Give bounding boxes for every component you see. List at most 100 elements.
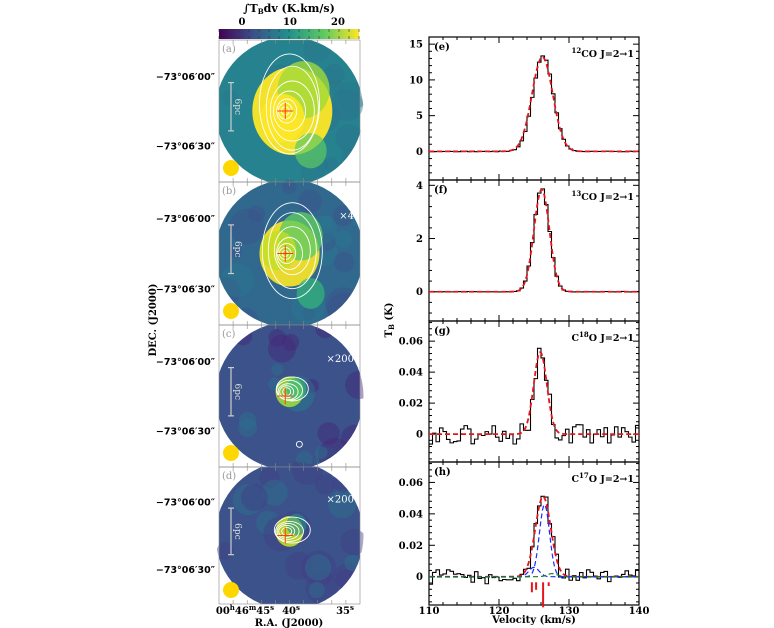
map-noise-patch xyxy=(271,363,284,376)
map-noise-patch xyxy=(314,474,335,495)
map-noise-patch xyxy=(314,446,328,459)
y-tick-label: 0.06 xyxy=(399,337,423,348)
y-tick-label: 4 xyxy=(416,181,423,192)
spectra-x-tick-labels: 110 120 130 140 xyxy=(419,606,650,617)
map-noise-patch xyxy=(335,124,363,152)
map-noise-patch xyxy=(261,479,288,506)
map-noise-patch xyxy=(238,411,257,430)
map-panel: 6pc (b) ×4 −73°06′00″ −73°06′30″ xyxy=(156,179,364,328)
map-panel: 6pc (c) ×200 −73°06′00″ −73°06′30″ xyxy=(156,322,364,470)
map-noise-patch xyxy=(339,322,364,344)
map-noise-patch xyxy=(232,484,264,516)
map-noise-patch xyxy=(325,455,341,470)
map-contour xyxy=(273,516,311,544)
observed-spectrum xyxy=(429,55,639,153)
observed-spectrum xyxy=(429,347,639,445)
map-noise-patch xyxy=(240,484,268,511)
fit-curve xyxy=(429,188,639,293)
colorbar: ∫TBdv (K.km/s) 0 10 20 xyxy=(218,2,360,39)
dec-tick-label: −73°06′30″ xyxy=(156,142,216,153)
spectrum-panel-id: (h) xyxy=(434,467,451,478)
dec-tick-label: −73°06′00″ xyxy=(156,498,216,509)
ra-tick-label: 40s xyxy=(282,603,300,617)
map-noise-patch xyxy=(330,88,364,122)
y-tick-label: 0.04 xyxy=(399,368,423,379)
map-noise-patch xyxy=(285,551,313,580)
y-tick-label: 10 xyxy=(409,75,423,86)
map-noise-patch xyxy=(333,251,355,273)
ra-axis-label: R.A. (J2000) xyxy=(255,618,324,628)
panel-id-label: (b) xyxy=(222,186,236,197)
map-contour xyxy=(276,98,298,124)
dec-tick-label: −73°06′30″ xyxy=(156,427,216,438)
scale-factor-label: ×200 xyxy=(327,495,354,506)
map-noise-patch xyxy=(340,424,364,453)
beam-icon xyxy=(223,160,239,176)
y-tick-label: 0 xyxy=(416,572,423,583)
scale-bar-label: 6pc xyxy=(232,523,242,540)
colorbar-tick-label: 0 xyxy=(239,17,246,28)
y-tick-label: 0 xyxy=(416,287,423,298)
map-contour xyxy=(275,520,304,542)
spectrum-panel: 0 0.02 0.04 0.06 (g) C18O J=2→1 xyxy=(399,320,640,463)
y-tick-label: 0.02 xyxy=(399,399,423,410)
map-noise-patch xyxy=(336,81,364,111)
y-tick-label: 0.02 xyxy=(399,541,423,552)
colorbar-gradient xyxy=(219,29,359,39)
dec-axis-label: DEC. (J2000) xyxy=(148,283,159,356)
colorbar-label: ∫TBdv (K.km/s) xyxy=(243,2,335,16)
map-contour xyxy=(259,53,320,155)
scale-bar-label: 6pc xyxy=(232,98,242,115)
scale-bar-label: 6pc xyxy=(232,383,242,400)
map-contour xyxy=(265,65,319,151)
intensity-maps: 6pc (a) −73°06′00″ −73°06′30″ 6pc (b) ×4 −73°06… xyxy=(156,37,364,605)
map-noise-patch xyxy=(329,79,345,96)
fit-curve xyxy=(429,351,639,436)
map-noise-patch xyxy=(325,287,362,324)
map-noise-patch xyxy=(248,205,266,223)
line-label: C17O J=2→1 xyxy=(571,471,634,485)
map-contour xyxy=(278,524,296,538)
map-noise-patch xyxy=(259,467,280,488)
scale-bar-label: 6pc xyxy=(232,241,242,258)
ra-tick-label: 00h46m45s xyxy=(216,603,274,617)
x-tick-label: 130 xyxy=(559,606,580,617)
map-contour xyxy=(273,226,311,276)
map-noise-patch xyxy=(268,334,296,363)
panel-id-label: (c) xyxy=(222,329,236,340)
spectra-y-axis-label: TB (K) xyxy=(384,302,396,337)
map-contour xyxy=(267,212,317,290)
spectrum-frame xyxy=(428,461,640,606)
map-noise-patch xyxy=(216,542,235,560)
y-tick-label: 0 xyxy=(416,430,423,441)
map-panel: 6pc (d) ×200 −73°06′00″ −73°06′30″ xyxy=(156,461,364,605)
panel-id-label: (d) xyxy=(222,471,236,482)
map-noise-patch xyxy=(317,422,340,445)
map-noise-patch xyxy=(291,461,324,485)
map-noise-patch xyxy=(334,230,353,248)
map-noise-patch xyxy=(305,572,338,605)
map-emission xyxy=(296,278,325,309)
map-noise-patch xyxy=(301,550,337,586)
map-noise-patch xyxy=(304,554,332,581)
map-contour xyxy=(273,90,306,132)
spectrum-panel-id: (e) xyxy=(434,42,450,53)
beam-icon xyxy=(223,303,239,319)
map-noise-patch xyxy=(332,205,354,227)
map-noise-patch xyxy=(337,158,359,180)
line-label: 13CO J=2→1 xyxy=(571,189,634,203)
map-noise-patch xyxy=(229,245,242,258)
scale-factor-label: ×200 xyxy=(327,354,354,365)
map-noise-patch xyxy=(323,63,345,85)
map-noise-patch xyxy=(327,489,357,519)
y-tick-label: 0 xyxy=(416,147,423,158)
map-noise-patch xyxy=(308,581,325,599)
scale-factor-label: ×4 xyxy=(339,211,354,222)
map-noise-patch xyxy=(320,215,333,228)
map-noise-patch xyxy=(229,208,265,245)
map-noise-patch xyxy=(220,263,255,298)
line-label: C18O J=2→1 xyxy=(571,330,634,344)
dec-tick-label: −73°06′00″ xyxy=(156,72,216,83)
map-noise-patch xyxy=(345,370,364,400)
map-contour xyxy=(279,385,295,399)
